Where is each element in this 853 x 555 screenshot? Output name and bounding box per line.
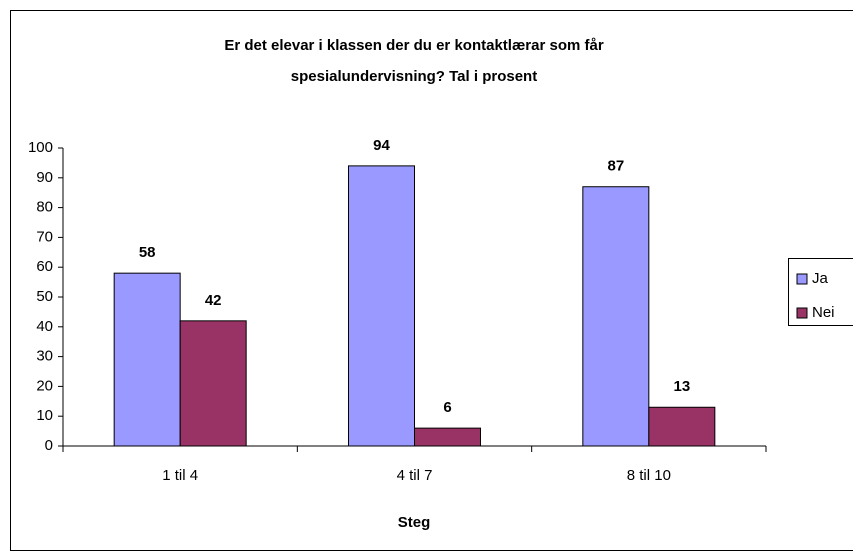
- x-axis-label: Steg: [398, 514, 431, 531]
- data-label: 87: [607, 158, 624, 175]
- y-tick-label: 70: [36, 228, 53, 245]
- chart-title: spesialundervisning? Tal i prosent: [291, 68, 537, 85]
- y-tick-label: 100: [28, 139, 53, 156]
- legend-label: Ja: [812, 270, 829, 287]
- y-tick-label: 10: [36, 407, 53, 424]
- bar: [414, 427, 481, 447]
- legend-label: Nei: [812, 304, 835, 321]
- data-label: 13: [673, 378, 690, 395]
- data-label: 58: [139, 244, 156, 261]
- y-tick-label: 30: [36, 348, 53, 365]
- legend-swatch: [796, 273, 808, 285]
- y-tick-label: 90: [36, 169, 53, 186]
- y-tick-label: 60: [36, 258, 53, 275]
- bar: [582, 186, 650, 447]
- bar: [648, 406, 716, 447]
- bar: [179, 320, 247, 447]
- y-tick-label: 50: [36, 288, 53, 305]
- data-label: 94: [373, 137, 390, 154]
- y-tick-label: 80: [36, 199, 53, 216]
- y-tick-label: 0: [45, 437, 53, 454]
- x-tick-label: 1 til 4: [162, 467, 198, 484]
- data-label: 42: [205, 292, 222, 309]
- bar: [348, 165, 415, 447]
- legend-swatch: [796, 307, 808, 319]
- data-label: 6: [443, 399, 451, 416]
- bar: [113, 272, 181, 447]
- x-tick-label: 4 til 7: [397, 467, 433, 484]
- y-tick-label: 20: [36, 377, 53, 394]
- x-tick-label: 8 til 10: [627, 467, 671, 484]
- y-tick-label: 40: [36, 318, 53, 335]
- chart-title: Er det elevar i klassen der du er kontak…: [224, 37, 603, 54]
